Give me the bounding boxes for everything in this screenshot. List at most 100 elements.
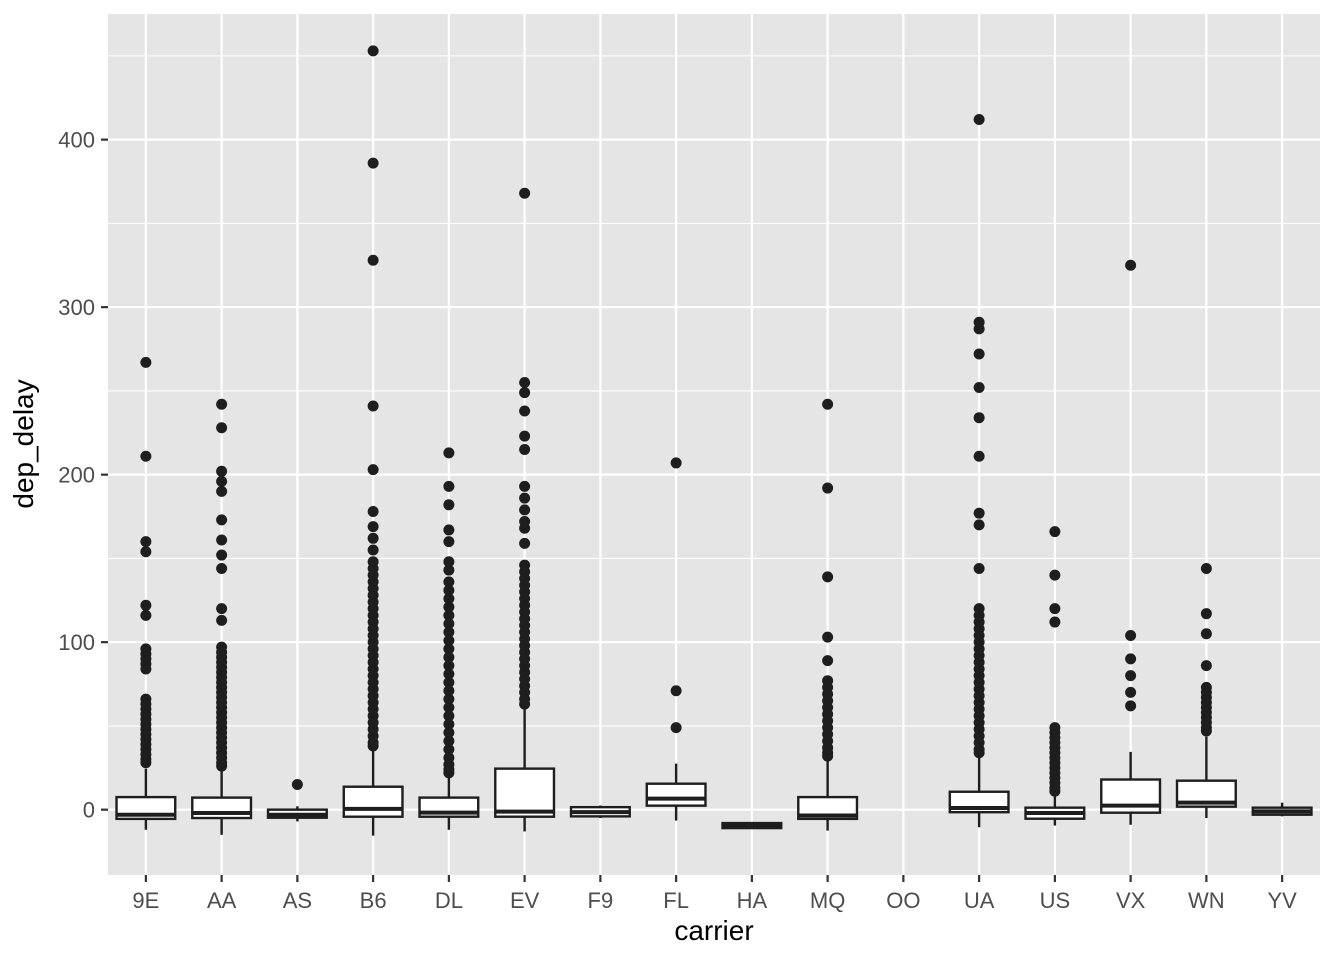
outlier-point [519,522,531,534]
outlier-point [443,668,455,680]
x-tick-label: DL [435,888,463,913]
outlier-point [670,457,682,469]
boxplot-B6 [342,45,404,836]
x-tick-label: OO [886,888,920,913]
outlier-point [443,727,455,739]
boxplot-WN [1175,562,1237,819]
outlier-point [443,609,455,621]
outlier-point [140,356,152,368]
outlier-point [519,187,531,199]
outlier-point [1200,562,1212,574]
x-tick-label: WN [1188,888,1225,913]
x-tick-label: YV [1267,888,1297,913]
boxplot-US [1024,526,1086,826]
outlier-point [1049,785,1061,797]
outlier-point [973,450,985,462]
outlier-point [973,348,985,360]
outlier-point [443,693,455,705]
outlier-point [140,546,152,558]
outlier-point [1125,700,1137,712]
outlier-point [973,114,985,126]
outlier-point [443,447,455,459]
boxplot-AS [266,779,328,822]
outlier-point [140,450,152,462]
outlier-point [1200,628,1212,640]
x-tick-label: UA [964,888,995,913]
outlier-point [519,504,531,516]
outlier-point [519,698,531,710]
outlier-point [1125,653,1137,665]
outlier-point [519,444,531,456]
outlier-point [822,571,834,583]
x-tick-label: VX [1116,888,1146,913]
outlier-point [822,750,834,762]
iqr-box [1100,778,1162,814]
outlier-point [822,655,834,667]
x-axis-title: carrier [674,915,754,946]
outlier-point [443,564,455,576]
outlier-point [443,593,455,605]
outlier-point [1200,725,1212,737]
outlier-point [1125,259,1137,271]
boxplot-FL [645,457,707,821]
outlier-point [443,735,455,747]
outlier-point [443,660,455,672]
outlier-point [973,323,985,335]
iqr-box [645,782,707,807]
boxplot-AA [191,398,253,835]
outlier-point [443,524,455,536]
outlier-point [216,485,228,497]
outlier-point [973,382,985,394]
outlier-point [216,475,228,487]
outlier-point [1049,603,1061,615]
outlier-point [973,412,985,424]
outlier-point [1125,670,1137,682]
outlier-point [216,514,228,526]
outlier-point [1049,569,1061,581]
outlier-point [1049,526,1061,538]
outlier-point [216,614,228,626]
x-tick-label: AA [207,888,237,913]
outlier-point [443,584,455,596]
outlier-point [670,722,682,734]
outlier-point [140,663,152,675]
outlier-point [519,377,531,389]
outlier-point [822,631,834,643]
outlier-point [367,544,379,556]
x-tick-label: F9 [588,888,614,913]
outlier-point [519,430,531,442]
outlier-point [443,651,455,663]
outlier-point [443,499,455,511]
outlier-point [443,626,455,638]
outlier-point [973,519,985,531]
outlier-point [443,601,455,613]
outlier-point [1200,608,1212,620]
outlier-point [1125,686,1137,698]
outlier-point [822,482,834,494]
outlier-point [291,779,303,791]
outlier-point [216,534,228,546]
outlier-point [443,701,455,713]
outlier-point [443,710,455,722]
outlier-point [443,743,455,755]
x-tick-label: AS [283,888,312,913]
outlier-point [140,536,152,548]
outlier-point [367,464,379,476]
plot-panel [108,14,1320,875]
iqr-box [494,767,556,818]
outlier-point [443,676,455,688]
outlier-point [519,405,531,417]
y-tick-label: 300 [58,295,95,320]
outlier-point [367,740,379,752]
boxplot-F9 [569,805,631,819]
outlier-point [973,562,985,574]
outlier-point [140,757,152,769]
outlier-point [216,760,228,772]
outlier-point [367,532,379,544]
x-tick-label: EV [510,888,540,913]
boxplot-YV [1251,802,1313,817]
boxplot-DL [418,447,480,830]
iqr-box [797,795,859,821]
outlier-point [1049,616,1061,628]
